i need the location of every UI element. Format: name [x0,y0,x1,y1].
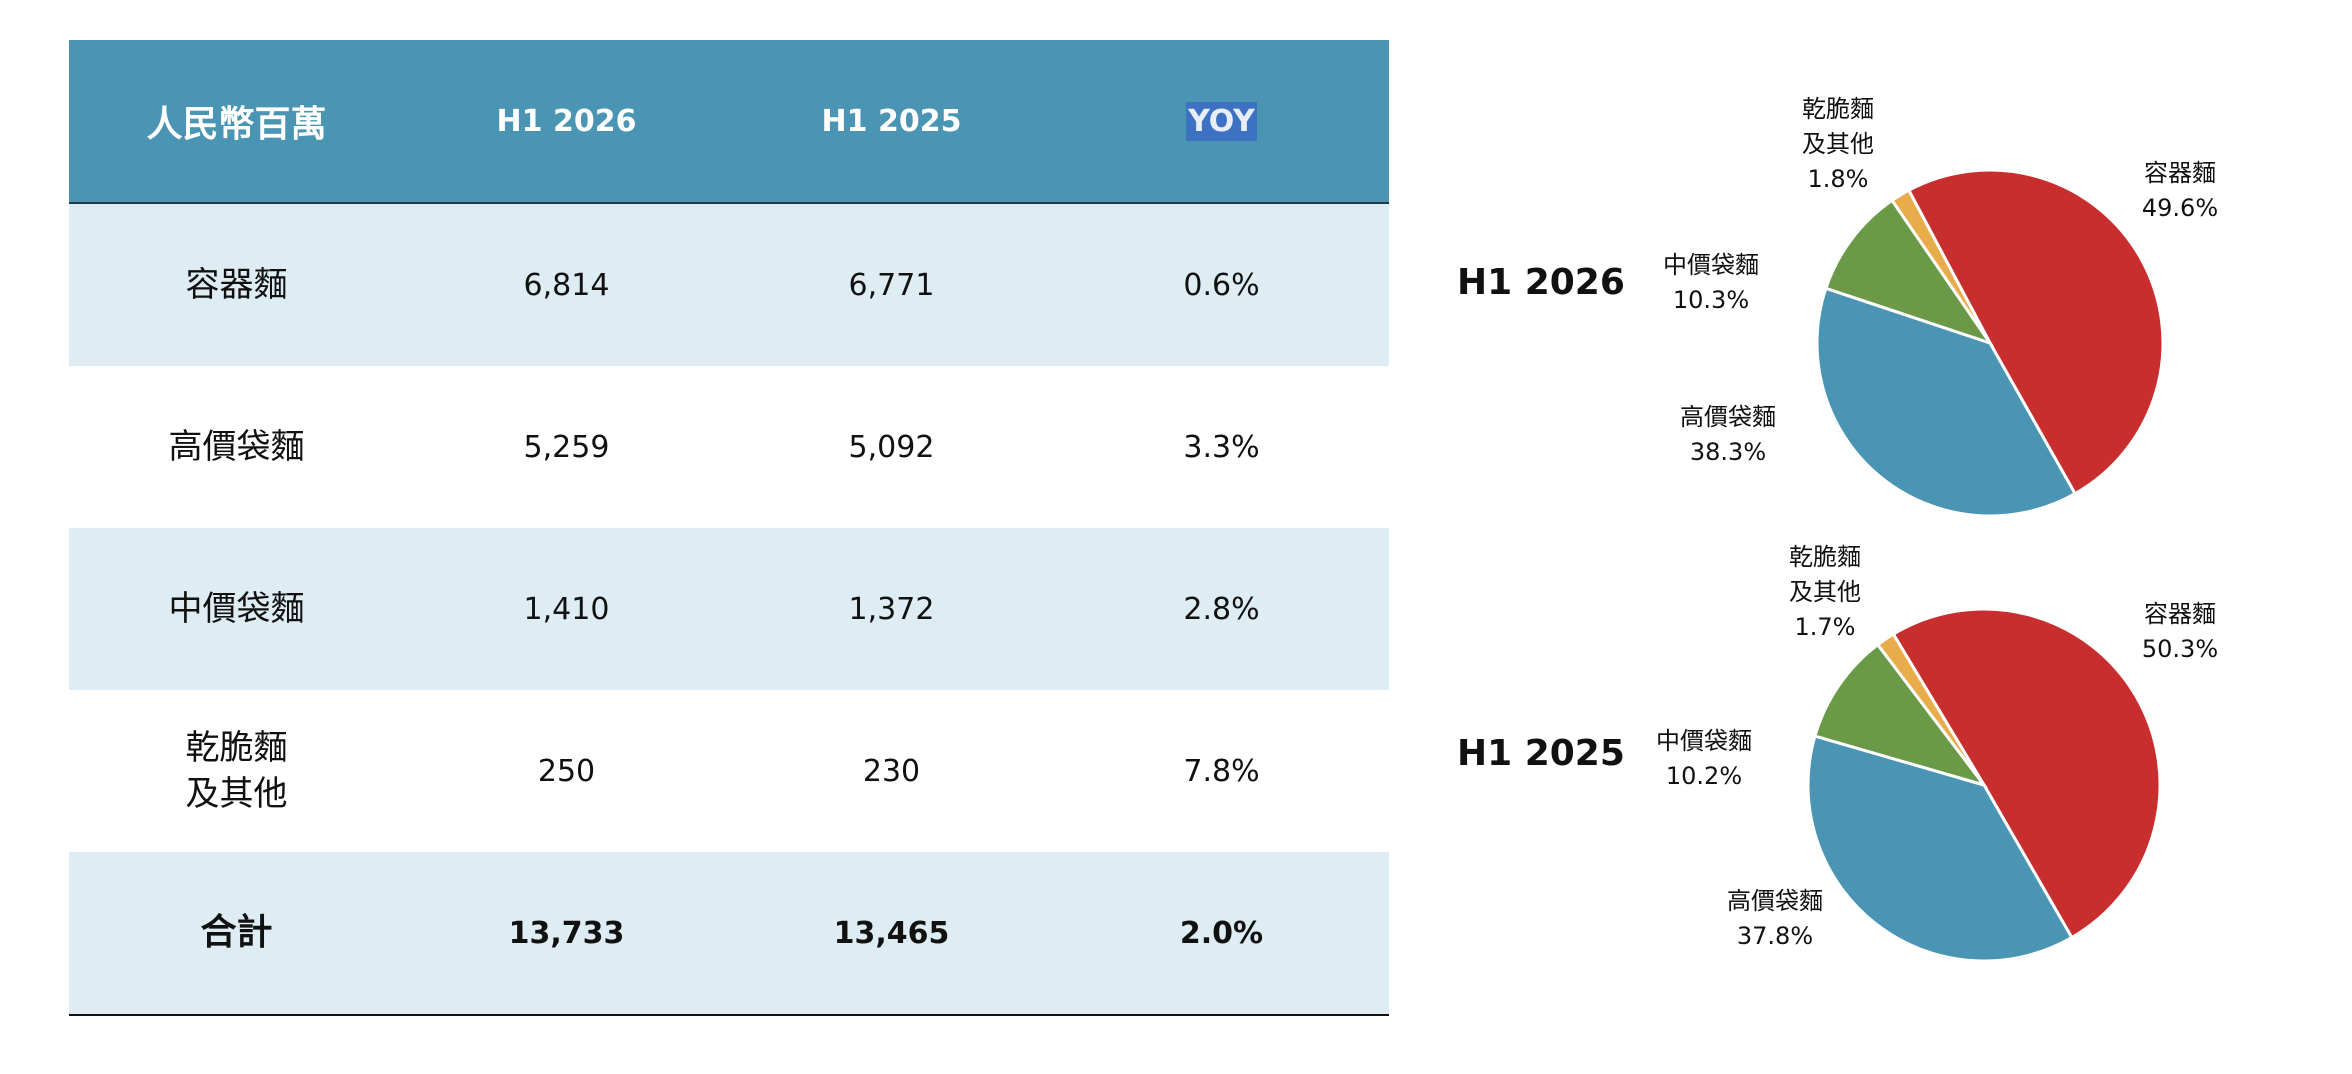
table-total-row: 合計 13,733 13,465 2.0% [69,852,1389,1016]
total-label: 合計 [69,852,404,1016]
row-h1-2026: 1,410 [404,528,729,690]
pie-slice [1815,286,2078,518]
row-category: 高價袋麵 [69,366,404,528]
pie-slice-label: 乾脆麵及其他 1.7% [1789,543,1861,641]
pie-slice [1891,607,2162,940]
pie-title-h1-2025: H1 2025 [1457,733,1625,774]
row-h1-2025: 5,092 [729,366,1054,528]
row-h1-2025: 1,372 [729,528,1054,690]
pie-chart-0: 容器麵 49.6% 高價袋麵 38.3% 中價袋麵 10.3% 乾脆麵及其他 1.8% [1663,95,2218,518]
pie-slice [1875,632,1986,786]
pie-slice-label: 容器麵 50.3% [2142,600,2218,663]
row-category: 乾脆麵 及其他 [69,690,404,852]
total-h1-2026: 13,733 [404,852,729,1016]
row-h1-2025: 6,771 [729,203,1054,366]
row-h1-2026: 250 [404,690,729,852]
row-category: 容器麵 [69,203,404,366]
row-yoy: 3.3% [1054,366,1389,528]
header-yoy-text: YOY [1186,101,1257,141]
table-row: 高價袋麵 5,259 5,092 3.3% [69,366,1389,528]
header-unit: 人民幣百萬 [69,40,404,204]
pie-slice [1889,188,1992,344]
total-h1-2025: 13,465 [729,852,1054,1016]
total-yoy: 2.0% [1054,852,1389,1016]
pie-slice-label: 中價袋麵 10.2% [1656,727,1752,790]
table-row: 容器麵 6,814 6,771 0.6% [69,203,1389,366]
pie-slice [1813,642,1988,788]
pie-slice [1806,734,2074,963]
header-yoy: YOY [1054,40,1389,204]
pie-title-h1-2026: H1 2026 [1457,262,1625,303]
row-yoy: 0.6% [1054,203,1389,366]
row-h1-2025: 230 [729,690,1054,852]
row-yoy: 2.8% [1054,528,1389,690]
table-row: 乾脆麵 及其他 250 230 7.8% [69,690,1389,852]
pie-chart-1: 容器麵 50.3% 高價袋麵 37.8% 中價袋麵 10.2% 乾脆麵及其他 1.7% [1656,543,2218,963]
row-h1-2026: 5,259 [404,366,729,528]
pie-slice [1823,198,1994,346]
pie-slice-label: 乾脆麵及其他 1.8% [1802,95,1874,193]
row-yoy: 7.8% [1054,690,1389,852]
sales-table: 人民幣百萬 H1 2026 H1 2025 YOY 容器麵 6,814 6,77… [69,40,1389,1016]
table-header-row: 人民幣百萬 H1 2026 H1 2025 YOY [69,40,1389,204]
row-category: 中價袋麵 [69,528,404,690]
pie-slice-label: 高價袋麵 38.3% [1680,403,1776,466]
row-h1-2026: 6,814 [404,203,729,366]
pie-slice [1906,168,2165,496]
header-h1-2025: H1 2025 [729,40,1054,204]
pie-slice-label: 中價袋麵 10.3% [1663,251,1759,314]
header-h1-2026: H1 2026 [404,40,729,204]
pie-slice-label: 高價袋麵 37.8% [1727,887,1823,950]
pie-slice-label: 容器麵 49.6% [2142,159,2218,222]
table-row: 中價袋麵 1,410 1,372 2.8% [69,528,1389,690]
